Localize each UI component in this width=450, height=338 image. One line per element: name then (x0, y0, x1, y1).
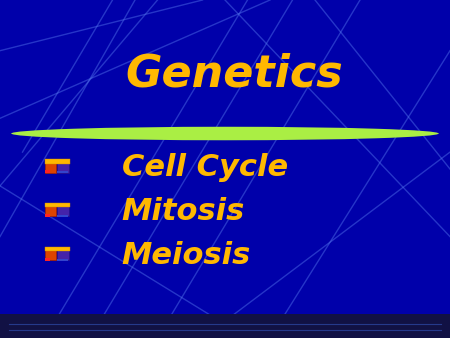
Text: Mitosis: Mitosis (122, 197, 245, 226)
Text: Genetics: Genetics (125, 53, 343, 96)
Bar (45, 162, 56, 172)
Bar (57, 259, 68, 261)
Bar (57, 162, 68, 172)
Bar (45, 206, 56, 216)
Bar (45, 247, 70, 251)
Text: Meiosis: Meiosis (122, 241, 251, 270)
Bar (0, 314, 450, 338)
Bar (45, 258, 50, 261)
Bar (45, 250, 56, 260)
Bar (57, 171, 68, 173)
Bar (45, 214, 50, 217)
Text: Cell Cycle: Cell Cycle (122, 153, 288, 182)
Bar (45, 203, 70, 208)
Bar (57, 215, 68, 217)
Bar (57, 250, 68, 260)
Bar (45, 159, 70, 164)
Ellipse shape (11, 127, 439, 140)
Bar (57, 206, 68, 216)
Bar (45, 170, 50, 173)
